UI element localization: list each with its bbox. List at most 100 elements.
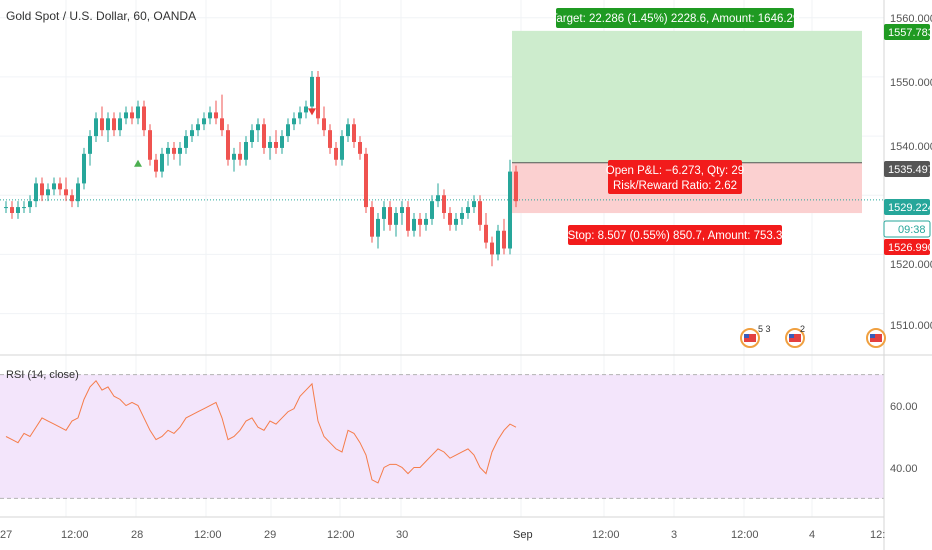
candle-body bbox=[46, 189, 50, 196]
rsi-overbought-oversold-band bbox=[0, 374, 884, 499]
countdown-text: 09:38 bbox=[898, 224, 926, 236]
event-marker[interactable]: 5 3 bbox=[740, 324, 771, 348]
candle-body bbox=[388, 207, 392, 225]
time-label: Sep bbox=[513, 529, 533, 541]
candle-body bbox=[136, 106, 140, 119]
candle-body bbox=[184, 136, 188, 148]
candle-body bbox=[250, 130, 254, 142]
event-marker[interactable]: 2 bbox=[785, 324, 805, 348]
event-marker[interactable] bbox=[866, 328, 886, 348]
us-flag-icon-canton bbox=[789, 334, 794, 338]
candle-body bbox=[382, 207, 386, 219]
candle-body bbox=[286, 124, 290, 137]
candle-body bbox=[22, 207, 26, 209]
last-price-tag: 1529.224 09:38 bbox=[883, 199, 932, 238]
price-tick: 1550.000 bbox=[890, 77, 932, 89]
time-label: 12:00 bbox=[592, 529, 620, 541]
candle-body bbox=[148, 130, 152, 160]
candle-body bbox=[154, 159, 158, 172]
target-zone[interactable] bbox=[512, 30, 862, 163]
us-flag-icon-stripes bbox=[744, 334, 756, 342]
chart-title: Gold Spot / U.S. Dollar, 60, OANDA bbox=[6, 9, 196, 23]
candle-body bbox=[442, 195, 446, 213]
us-flag-icon-stripes bbox=[789, 334, 801, 342]
candle-body bbox=[70, 195, 74, 202]
entry-price-tag-text: 1535.497 bbox=[888, 164, 932, 176]
candle-body bbox=[424, 218, 428, 225]
last-price-tag-text: 1529.224 bbox=[888, 202, 932, 214]
target-price-tag: 1557.783 bbox=[884, 24, 932, 40]
price-axis[interactable]: 1560.000 1550.000 1540.000 1520.000 1510… bbox=[890, 13, 932, 332]
candle-body bbox=[226, 130, 230, 160]
candle-body bbox=[508, 171, 512, 249]
candle-body bbox=[370, 207, 374, 237]
candle-body bbox=[172, 147, 176, 154]
time-axis[interactable]: 27 12:00 28 12:00 29 12:00 30 Sep 12:00 … bbox=[0, 529, 885, 541]
candle-body bbox=[280, 136, 284, 148]
candle-body bbox=[190, 130, 194, 137]
time-label: 29 bbox=[264, 529, 276, 541]
candle-body bbox=[178, 147, 182, 154]
rsi-tick: 40.00 bbox=[890, 463, 918, 475]
candle-body bbox=[142, 106, 146, 131]
pnl-label-text: Open P&L: −6.273, Qty: 29 bbox=[606, 165, 744, 177]
time-label: 3 bbox=[671, 529, 677, 541]
candle-body bbox=[34, 183, 38, 202]
signal-markers bbox=[134, 108, 316, 167]
candle-body bbox=[160, 153, 164, 172]
candle-body bbox=[334, 147, 338, 160]
candle-body bbox=[256, 124, 260, 131]
event-count: 2 bbox=[800, 324, 805, 334]
candle-body bbox=[166, 147, 170, 154]
candle-body bbox=[10, 207, 14, 213]
rsi-axis[interactable]: 60.00 40.00 bbox=[890, 401, 918, 475]
pnl-label[interactable]: Open P&L: −6.273, Qty: 29 Risk/Reward Ra… bbox=[606, 160, 744, 194]
risk-reward-text: Risk/Reward Ratio: 2.62 bbox=[613, 180, 737, 192]
price-tick: 1560.000 bbox=[890, 13, 932, 25]
price-tick: 1510.000 bbox=[890, 320, 932, 332]
target-label[interactable]: Target: 22.286 (1.45%) 2228.6, Amount: 1… bbox=[551, 8, 800, 28]
candle-body bbox=[364, 153, 368, 208]
candle-body bbox=[58, 183, 62, 190]
candle-body bbox=[448, 213, 452, 225]
candle-body bbox=[106, 118, 110, 131]
candle-body bbox=[322, 118, 326, 131]
candle-body bbox=[196, 124, 200, 131]
rsi-tick: 60.00 bbox=[890, 401, 918, 413]
candle-body bbox=[94, 118, 98, 137]
candle-body bbox=[340, 136, 344, 160]
time-label: 4 bbox=[809, 529, 815, 541]
candle-body bbox=[298, 112, 302, 119]
candle-body bbox=[316, 76, 320, 119]
time-label: 30 bbox=[396, 529, 408, 541]
candle-body bbox=[292, 118, 296, 125]
candle-body bbox=[40, 183, 44, 196]
rsi-label: RSI (14, close) bbox=[6, 369, 79, 381]
entry-price-tag: 1535.497 bbox=[884, 161, 932, 177]
candle-body bbox=[436, 195, 440, 202]
candle-body bbox=[304, 106, 308, 113]
candle-body bbox=[112, 118, 116, 131]
stop-label-text: Stop: 8.507 (0.55%) 850.7, Amount: 753.3 bbox=[568, 230, 783, 242]
candle-body bbox=[82, 153, 86, 184]
candle-body bbox=[472, 201, 476, 208]
candle-body bbox=[64, 189, 68, 196]
candle-body bbox=[124, 112, 128, 119]
time-label: 12:00 bbox=[61, 529, 89, 541]
candle-body bbox=[76, 183, 80, 202]
candle-body bbox=[220, 118, 224, 131]
sell-arrow-icon bbox=[308, 108, 316, 116]
candle-body bbox=[130, 112, 134, 119]
candle-body bbox=[478, 201, 482, 225]
candle-body bbox=[208, 112, 212, 119]
candle-body bbox=[52, 183, 56, 190]
stop-label[interactable]: Stop: 8.507 (0.55%) 850.7, Amount: 753.3 bbox=[568, 225, 783, 245]
candle-body bbox=[430, 201, 434, 219]
candle-body bbox=[328, 130, 332, 148]
us-flag-icon-stripes bbox=[870, 334, 882, 342]
candle-body bbox=[454, 218, 458, 225]
candle-body bbox=[412, 218, 416, 231]
candle-body bbox=[16, 207, 20, 213]
candle-body bbox=[484, 224, 488, 243]
